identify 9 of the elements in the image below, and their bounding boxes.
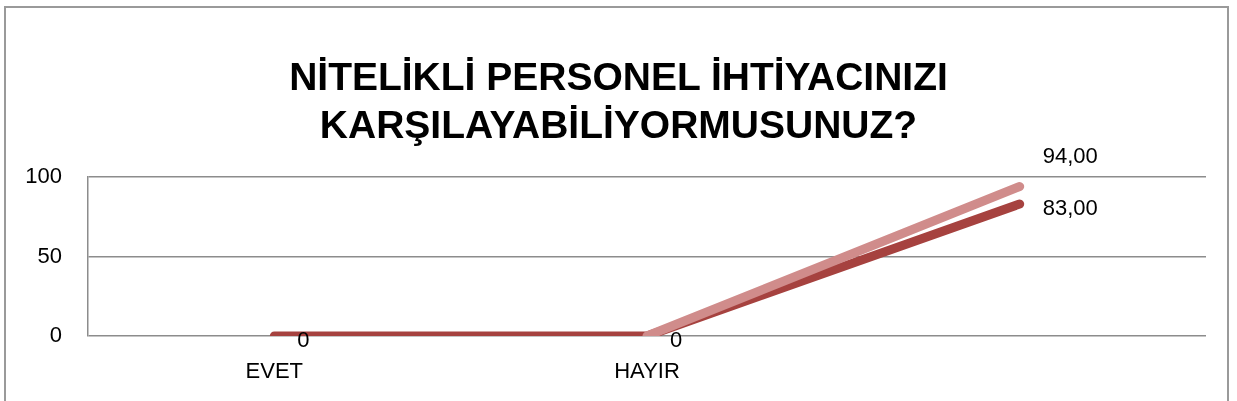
y-tick-label: 0 bbox=[49, 322, 62, 348]
data-label: 94,00 bbox=[1042, 142, 1098, 168]
x-tick-label: EVET bbox=[245, 358, 304, 384]
chart-title: NİTELİKLİ PERSONEL İHTİYACINIZI KARŞILAYABİLİYORMUSUNUZ? bbox=[288, 54, 949, 148]
x-tick-label: HAYIR bbox=[614, 358, 680, 384]
data-label: 0 bbox=[670, 327, 683, 353]
y-tick-label: 50 bbox=[37, 242, 62, 268]
data-label: 83,00 bbox=[1042, 195, 1098, 221]
y-tick-label: 100 bbox=[25, 163, 62, 189]
